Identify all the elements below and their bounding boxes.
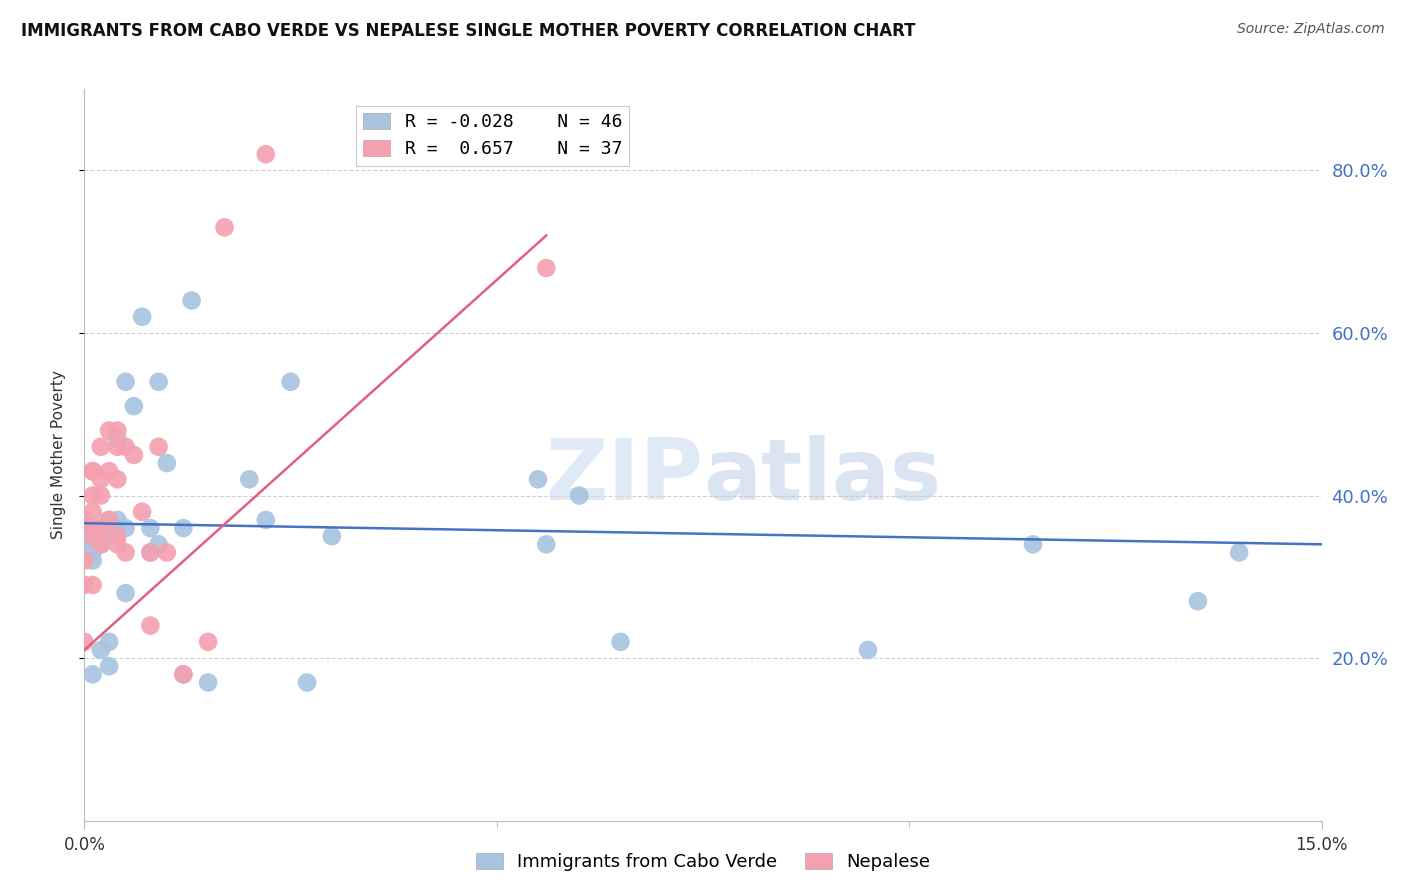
Point	[156, 456, 179, 470]
Point	[139, 545, 162, 559]
Point	[148, 537, 170, 551]
Point	[98, 659, 121, 673]
Point	[105, 529, 128, 543]
Point	[122, 399, 145, 413]
Point	[105, 424, 128, 438]
Point	[536, 537, 558, 551]
Point	[105, 521, 128, 535]
Point	[82, 489, 104, 503]
Point	[148, 440, 170, 454]
Point	[73, 537, 96, 551]
Point	[82, 529, 104, 543]
Point	[172, 521, 194, 535]
Point	[172, 667, 194, 681]
Point	[98, 521, 121, 535]
Point	[82, 553, 104, 567]
Point	[82, 529, 104, 543]
Text: IMMIGRANTS FROM CABO VERDE VS NEPALESE SINGLE MOTHER POVERTY CORRELATION CHART: IMMIGRANTS FROM CABO VERDE VS NEPALESE S…	[21, 22, 915, 40]
Y-axis label: Single Mother Poverty: Single Mother Poverty	[51, 370, 66, 540]
Point	[536, 260, 558, 275]
Point	[114, 440, 136, 454]
Point	[82, 521, 104, 535]
Text: Source: ZipAtlas.com: Source: ZipAtlas.com	[1237, 22, 1385, 37]
Point	[214, 220, 236, 235]
Point	[105, 432, 128, 446]
Point	[73, 578, 96, 592]
Point	[90, 537, 112, 551]
Point	[73, 513, 96, 527]
Point	[280, 375, 302, 389]
Point	[131, 310, 153, 324]
Point	[609, 635, 631, 649]
Point	[1227, 545, 1250, 559]
Point	[856, 643, 879, 657]
Point	[1022, 537, 1045, 551]
Point	[82, 464, 104, 478]
Point	[82, 505, 104, 519]
Point	[148, 375, 170, 389]
Point	[98, 529, 121, 543]
Point	[105, 537, 128, 551]
Point	[73, 635, 96, 649]
Legend: R = -0.028    N = 46, R =  0.657    N = 37: R = -0.028 N = 46, R = 0.657 N = 37	[356, 105, 630, 166]
Point	[568, 489, 591, 503]
Point	[321, 529, 343, 543]
Point	[172, 667, 194, 681]
Text: atlas: atlas	[703, 435, 941, 518]
Point	[254, 147, 277, 161]
Point	[98, 464, 121, 478]
Point	[295, 675, 318, 690]
Point	[90, 440, 112, 454]
Point	[1187, 594, 1209, 608]
Point	[82, 667, 104, 681]
Point	[197, 675, 219, 690]
Point	[73, 553, 96, 567]
Point	[90, 521, 112, 535]
Point	[114, 586, 136, 600]
Text: ZIP: ZIP	[546, 435, 703, 518]
Point	[105, 472, 128, 486]
Point	[98, 513, 121, 527]
Point	[139, 618, 162, 632]
Point	[82, 578, 104, 592]
Point	[90, 643, 112, 657]
Point	[98, 424, 121, 438]
Point	[90, 537, 112, 551]
Point	[98, 513, 121, 527]
Point	[114, 521, 136, 535]
Point	[114, 375, 136, 389]
Point	[90, 472, 112, 486]
Point	[139, 545, 162, 559]
Point	[180, 293, 202, 308]
Point	[122, 448, 145, 462]
Point	[90, 529, 112, 543]
Point	[105, 513, 128, 527]
Point	[98, 635, 121, 649]
Point	[238, 472, 260, 486]
Point	[139, 521, 162, 535]
Point	[90, 537, 112, 551]
Point	[90, 489, 112, 503]
Point	[90, 521, 112, 535]
Point	[114, 545, 136, 559]
Point	[254, 513, 277, 527]
Legend: Immigrants from Cabo Verde, Nepalese: Immigrants from Cabo Verde, Nepalese	[468, 846, 938, 879]
Point	[82, 545, 104, 559]
Point	[131, 505, 153, 519]
Point	[197, 635, 219, 649]
Point	[105, 440, 128, 454]
Point	[156, 545, 179, 559]
Point	[527, 472, 550, 486]
Point	[73, 513, 96, 527]
Point	[82, 464, 104, 478]
